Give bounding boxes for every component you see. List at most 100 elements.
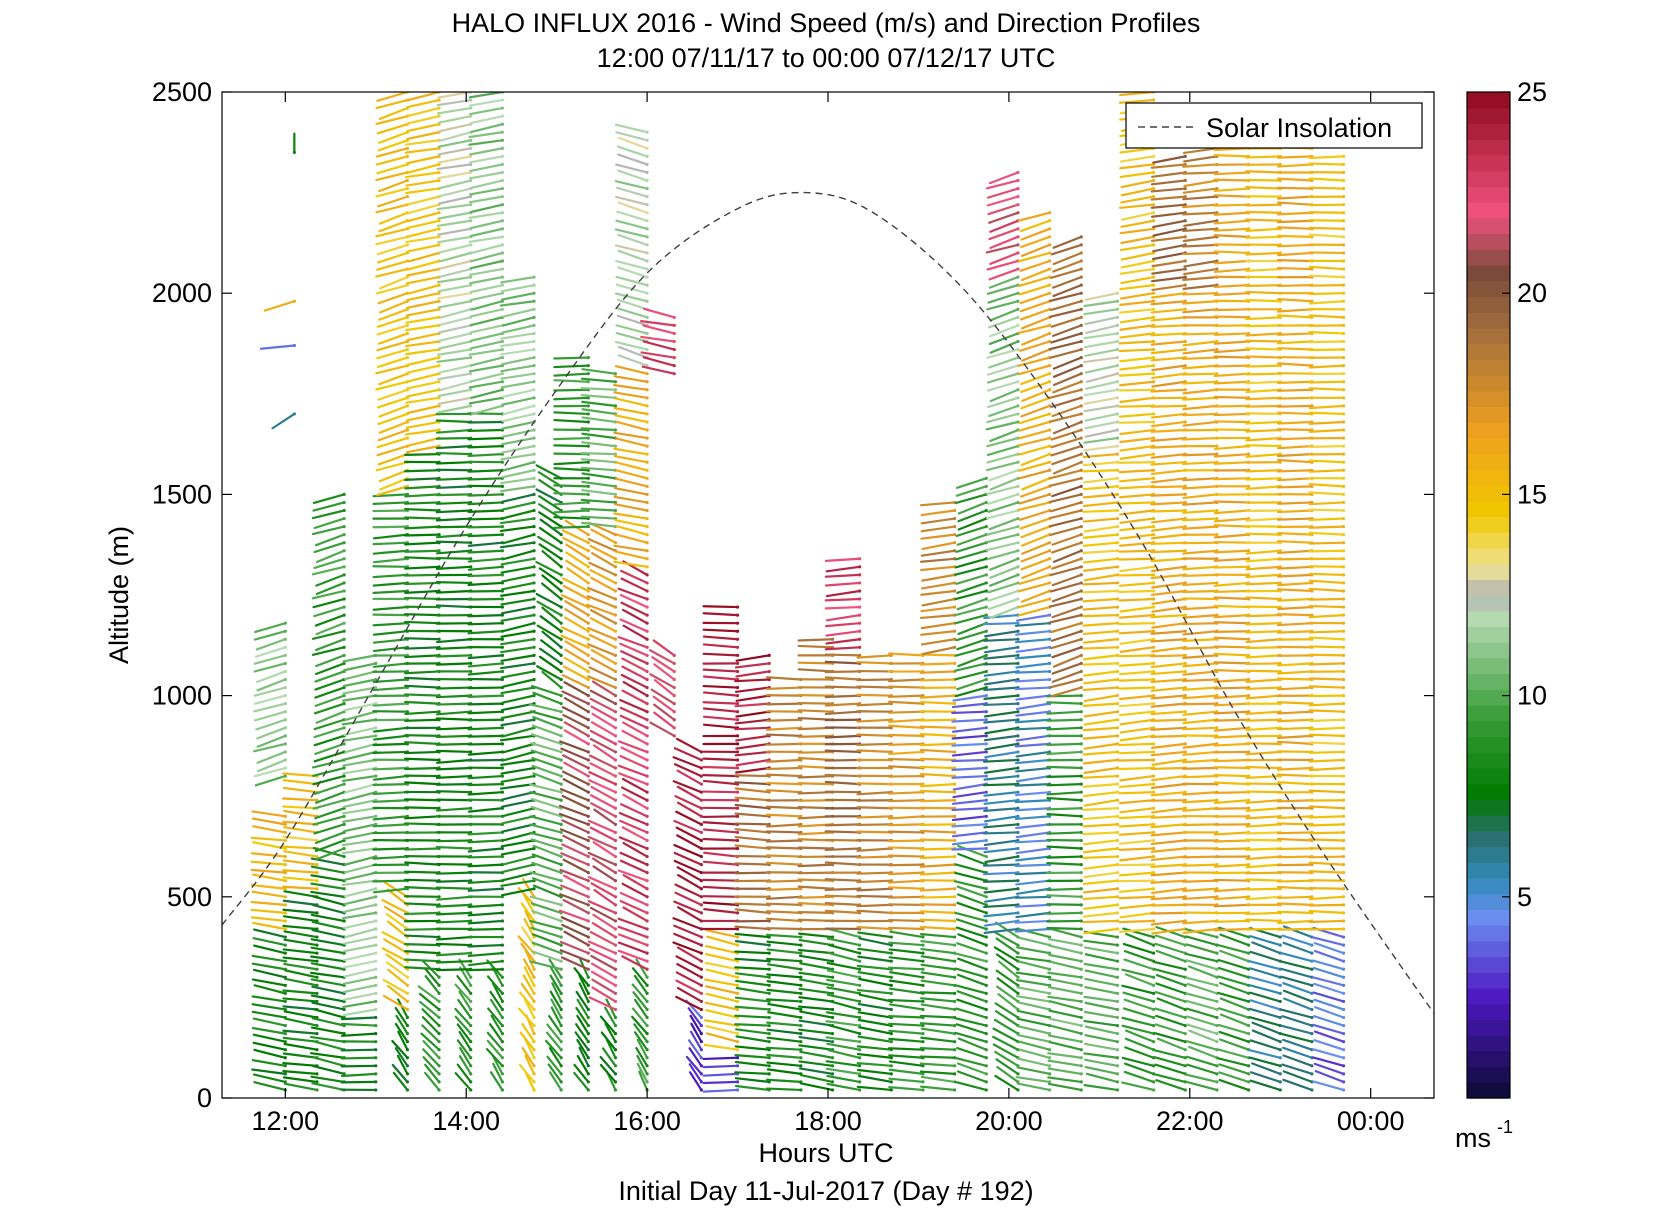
wind-barb bbox=[1119, 774, 1155, 782]
wind-barb bbox=[1050, 445, 1083, 457]
wind-barb bbox=[1119, 445, 1155, 452]
wind-barb-dot bbox=[1152, 758, 1156, 762]
wind-barb bbox=[1119, 911, 1155, 919]
wind-barb bbox=[468, 195, 504, 204]
wind-barb-dot bbox=[469, 790, 473, 794]
wind-barb bbox=[1017, 501, 1051, 512]
wind-barb-dot bbox=[342, 694, 346, 698]
wind-barb bbox=[314, 533, 346, 547]
wind-barb-dot bbox=[532, 516, 536, 521]
wind-barb-dot bbox=[469, 243, 473, 247]
wind-barb-dot bbox=[984, 718, 988, 722]
wind-barb-dot bbox=[699, 822, 703, 826]
wind-barb bbox=[313, 823, 346, 835]
wind-barb-dot bbox=[1047, 661, 1052, 666]
wind-barb-dot bbox=[613, 975, 618, 979]
wind-barb bbox=[887, 1047, 925, 1051]
wind-barb-dot bbox=[315, 911, 319, 915]
wind-barb-dot bbox=[858, 573, 862, 577]
wind-barb bbox=[856, 733, 893, 737]
wind-barb bbox=[1084, 420, 1119, 430]
wind-barb bbox=[799, 1010, 834, 1019]
wind-barb-dot bbox=[645, 613, 649, 617]
wind-barb-dot bbox=[735, 830, 740, 835]
wind-barb bbox=[1016, 1066, 1051, 1075]
wind-barb-dot bbox=[735, 653, 740, 657]
wind-barb bbox=[1017, 605, 1051, 617]
wind-barb-dot bbox=[1115, 750, 1120, 754]
wind-barb-dot bbox=[1115, 919, 1120, 923]
wind-barb-dot bbox=[953, 685, 957, 690]
wind-barb-dot bbox=[921, 774, 925, 778]
wind-barb bbox=[376, 356, 409, 368]
wind-barb bbox=[282, 845, 319, 850]
wind-barb-dot bbox=[858, 589, 862, 593]
wind-barb bbox=[599, 1055, 617, 1075]
wind-barb-dot bbox=[735, 911, 740, 915]
wind-barb-dot bbox=[1079, 283, 1083, 287]
wind-barb bbox=[532, 844, 563, 858]
wind-barb-dot bbox=[1047, 613, 1052, 617]
wind-barb-dot bbox=[532, 694, 536, 698]
wind-barb bbox=[342, 992, 377, 1001]
wind-barb bbox=[313, 718, 346, 731]
wind-barb bbox=[435, 886, 472, 890]
wind-barb bbox=[1082, 895, 1119, 901]
wind-barb-dot bbox=[921, 1040, 925, 1044]
wind-barb-dot bbox=[1183, 203, 1187, 207]
wind-barb bbox=[616, 298, 649, 311]
wind-barb bbox=[501, 678, 536, 688]
wind-barb-dot bbox=[830, 1056, 835, 1060]
wind-barb-dot bbox=[858, 911, 862, 915]
wind-barb-dot bbox=[1016, 484, 1020, 488]
wind-barb-dot bbox=[799, 983, 803, 987]
wind-barb-dot bbox=[1152, 822, 1156, 826]
wind-barb bbox=[1082, 614, 1119, 618]
wind-barb bbox=[734, 871, 771, 875]
wind-barb bbox=[553, 364, 590, 369]
wind-barb bbox=[1049, 292, 1083, 302]
wind-barb bbox=[1119, 332, 1155, 339]
wind-barb-dot bbox=[1152, 669, 1156, 674]
wind-barb bbox=[1017, 1057, 1051, 1067]
wind-barb bbox=[1119, 147, 1155, 154]
wind-barb bbox=[1049, 517, 1083, 528]
wind-barb bbox=[404, 493, 441, 498]
wind-barb bbox=[404, 861, 441, 866]
wind-barb bbox=[501, 799, 536, 808]
wind-barb bbox=[310, 1075, 346, 1084]
wind-barb-dot bbox=[984, 1032, 988, 1036]
wind-barb-dot bbox=[645, 854, 649, 859]
wind-barb bbox=[989, 477, 1020, 491]
wind-barb bbox=[1119, 428, 1155, 436]
wind-barb bbox=[467, 742, 504, 746]
wind-barb bbox=[888, 956, 925, 963]
wind-barb bbox=[468, 171, 504, 180]
wind-barb-dot bbox=[645, 452, 649, 456]
wind-barb bbox=[824, 878, 861, 882]
wind-barb-dot bbox=[1115, 581, 1120, 585]
wind-barb bbox=[553, 461, 590, 466]
wind-barb bbox=[578, 982, 590, 1003]
wind-barb bbox=[617, 869, 649, 882]
wind-barb-dot bbox=[500, 573, 504, 577]
wind-barb-dot bbox=[1047, 468, 1052, 472]
wind-barb bbox=[250, 852, 287, 858]
wind-barb-dot bbox=[858, 613, 862, 617]
wind-barb bbox=[635, 1046, 649, 1067]
wind-barb bbox=[553, 501, 590, 506]
wind-barb-dot bbox=[1152, 806, 1156, 810]
wind-barb bbox=[1151, 292, 1187, 299]
wind-barb-dot bbox=[1152, 1088, 1156, 1092]
wind-barb bbox=[310, 913, 346, 923]
wind-barb-dot bbox=[586, 790, 590, 794]
wind-barb bbox=[826, 993, 861, 1003]
wind-barb-dot bbox=[315, 983, 319, 987]
wind-barb bbox=[951, 831, 988, 838]
wind-barb bbox=[1084, 364, 1119, 374]
wind-barb bbox=[986, 372, 1020, 384]
wind-barb bbox=[982, 863, 1020, 867]
wind-barb bbox=[404, 902, 441, 906]
wind-barb-dot bbox=[374, 1007, 378, 1012]
wind-barb-dot bbox=[699, 935, 703, 939]
